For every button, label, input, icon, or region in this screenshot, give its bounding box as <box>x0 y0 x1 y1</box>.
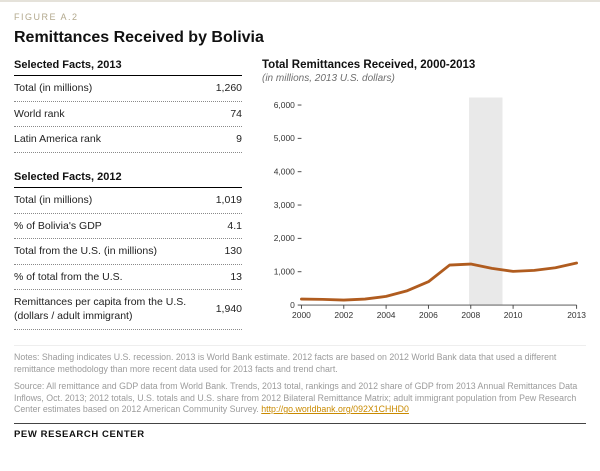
svg-text:2006: 2006 <box>419 310 438 320</box>
fact-value: 4.1 <box>227 219 242 232</box>
fact-label: % of Bolivia's GDP <box>14 219 102 232</box>
svg-text:2010: 2010 <box>504 310 523 320</box>
fact-value: 13 <box>230 270 242 283</box>
svg-text:2013: 2013 <box>567 310 586 320</box>
fact-row: Remittances per capita from the U.S. (do… <box>14 290 242 330</box>
fact-row: Latin America rank 9 <box>14 127 242 153</box>
fact-row: % of total from the U.S. 13 <box>14 265 242 291</box>
footer-brand: PEW RESEARCH CENTER <box>14 422 586 440</box>
fact-value: 74 <box>230 107 242 120</box>
svg-text:6,000: 6,000 <box>274 100 295 110</box>
svg-text:3,000: 3,000 <box>274 200 295 210</box>
svg-text:4,000: 4,000 <box>274 167 295 177</box>
svg-text:5,000: 5,000 <box>274 133 295 143</box>
svg-text:2000: 2000 <box>292 310 311 320</box>
svg-text:2008: 2008 <box>461 310 480 320</box>
svg-text:1,000: 1,000 <box>274 267 295 277</box>
fact-row: Total (in millions) 1,260 <box>14 76 242 102</box>
facts-2012-heading: Selected Facts, 2012 <box>14 171 242 188</box>
main-content: Selected Facts, 2013 Total (in millions)… <box>14 59 586 335</box>
svg-text:2,000: 2,000 <box>274 233 295 243</box>
fact-value: 1,940 <box>215 303 242 316</box>
chart-area: 0 1,000 2,000 3,000 4,000 5,000 6,000 2000 2002 2… <box>262 90 586 335</box>
page-title: Remittances Received by Bolivia <box>14 29 264 46</box>
fact-value: 1,019 <box>215 193 242 206</box>
fact-value: 9 <box>236 133 242 146</box>
notes-text: Notes: Shading indicates U.S. recession.… <box>14 345 586 375</box>
fact-label: Latin America rank <box>14 133 101 146</box>
fact-label: Total (in millions) <box>14 82 93 94</box>
svg-text:2004: 2004 <box>377 310 396 320</box>
remittances-line-chart: 0 1,000 2,000 3,000 4,000 5,000 6,000 2000 2002 2… <box>274 97 586 320</box>
fact-label: Total from the U.S. (in millions) <box>14 245 157 258</box>
fact-value: 1,260 <box>215 82 242 94</box>
facts-2013-heading: Selected Facts, 2013 <box>14 59 242 76</box>
figure-label: FIGURE A.2 <box>14 12 79 22</box>
fact-label: World rank <box>14 107 65 120</box>
fact-value: 130 <box>224 245 242 258</box>
fact-row: Total from the U.S. (in millions) 130 <box>14 239 242 265</box>
fact-row: Total (in millions) 1,019 <box>14 188 242 214</box>
fact-row: % of Bolivia's GDP 4.1 <box>14 214 242 240</box>
source-body: Source: All remittance and GDP data from… <box>14 381 578 415</box>
facts-column: Selected Facts, 2013 Total (in millions)… <box>14 59 242 335</box>
chart-column: Total Remittances Received, 2000-2013 (i… <box>242 59 586 335</box>
fact-row: World rank 74 <box>14 102 242 128</box>
source-link[interactable]: http://go.worldbank.org/092X1CHHD0 <box>261 404 409 415</box>
fact-label: Total (in millions) <box>14 193 93 206</box>
chart-title: Total Remittances Received, 2000-2013 <box>262 59 476 71</box>
source-text: Source: All remittance and GDP data from… <box>14 381 586 415</box>
fact-label: Remittances per capita from the U.S. (do… <box>14 296 187 323</box>
svg-text:2002: 2002 <box>334 310 353 320</box>
svg-text:0: 0 <box>290 300 295 310</box>
fact-label: % of total from the U.S. <box>14 270 123 283</box>
chart-subtitle: (in millions, 2013 U.S. dollars) <box>262 73 395 84</box>
